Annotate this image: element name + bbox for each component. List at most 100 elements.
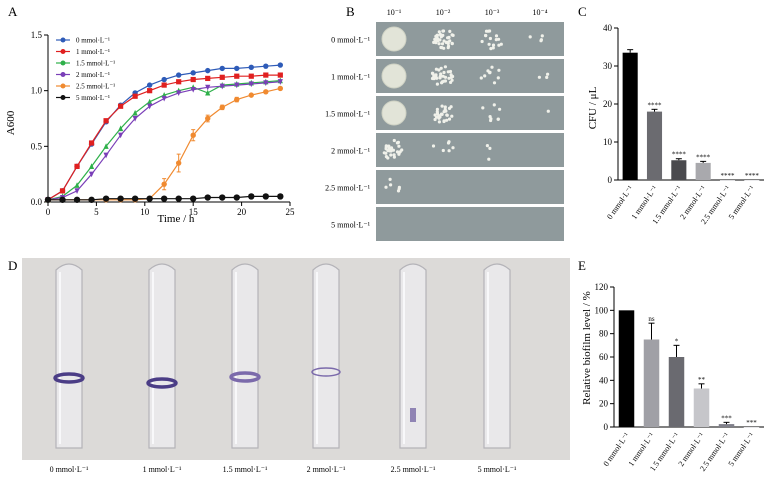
spot-colony <box>435 76 439 80</box>
biofilm-tube-photo: 0 mmol·L⁻¹ 1 mmol·L⁻¹ 1.5 mmol·L⁻¹ 2 mmol·L… <box>22 258 570 474</box>
chart-c-y-tick: 30 <box>603 61 613 71</box>
spot-colony <box>492 81 497 85</box>
chart-a-legend-label: 2.5 mmol·L⁻¹ <box>76 83 115 91</box>
spot-colony <box>546 72 550 76</box>
chart-a-point <box>175 160 182 166</box>
spot-colony <box>496 76 500 80</box>
spot-colony <box>438 32 442 37</box>
chart-e-y-tick: 120 <box>595 282 609 292</box>
chart-a-point <box>262 193 269 200</box>
chart-c-bar <box>622 52 638 181</box>
spot-colony <box>490 65 494 69</box>
chart-a-point <box>234 65 240 72</box>
spot-colony <box>494 38 498 42</box>
chart-c-y-tick: 0 <box>608 175 613 185</box>
spot-colony <box>498 107 502 111</box>
spot-colony <box>492 103 496 107</box>
chart-a-point <box>248 73 254 79</box>
spot-colony <box>481 106 485 110</box>
chart-a-legend-marker <box>60 60 66 66</box>
spot-colony <box>451 146 455 150</box>
spot-colony <box>435 110 439 114</box>
chart-a-point <box>147 98 153 105</box>
spot-colony <box>389 146 394 150</box>
spot-colony <box>397 151 401 155</box>
panel-label-d: D <box>8 258 17 273</box>
chart-a-x-tick: 15 <box>189 207 199 217</box>
spot-colony <box>433 113 437 117</box>
spot-colony <box>488 70 492 74</box>
spot-colony <box>540 34 544 38</box>
test-tube <box>399 263 427 449</box>
chart-a-y-tick: 0.5 <box>31 141 43 151</box>
spot-row-label: 1 mmol·L⁻¹ <box>331 73 370 82</box>
chart-a-ylabel: A600 <box>5 110 17 135</box>
chart-a-point <box>277 193 284 200</box>
spot-confluent-colony <box>381 26 407 52</box>
chart-c-bar <box>744 180 760 181</box>
spot-colony <box>437 68 441 72</box>
chart-a-y-tick: 0.0 <box>31 197 43 207</box>
biofilm-bar-chart: Relative biofilm level / % 0 20 40 60 80 100 1… <box>581 282 764 473</box>
spot-colony <box>485 144 489 148</box>
chart-a-point <box>73 196 81 203</box>
spot-colony <box>483 74 487 78</box>
chart-a-point <box>102 195 110 202</box>
chart-a-point <box>132 109 138 116</box>
chart-a-legend-marker <box>60 83 66 89</box>
spot-colony <box>438 38 442 42</box>
chart-a-point <box>205 115 211 122</box>
spot-colony <box>484 29 489 33</box>
chart-a-point <box>44 196 52 203</box>
chart-a-point <box>118 103 124 109</box>
chart-a-legend-label: 1.5 mmol·L⁻¹ <box>76 60 115 68</box>
growth-curve-chart: Time / h A600 0 5 10 15 20 25 0.0 0.5 1.0 1.5 0 mm… <box>5 30 295 225</box>
spot-colony <box>439 72 443 76</box>
spot-plate-strip <box>376 96 564 130</box>
chart-a-point <box>277 79 283 85</box>
chart-c-ylabel: CFU / μL <box>587 86 599 129</box>
chart-c-bar <box>671 160 687 180</box>
chart-e-ylabel: Relative biofilm level / % <box>581 291 593 405</box>
spot-colony <box>442 70 446 75</box>
chart-a-legend-label: 0 mmol·L⁻¹ <box>76 37 110 45</box>
spot-colony <box>442 110 446 114</box>
spot-colony <box>444 40 448 45</box>
spot-colony <box>449 105 453 109</box>
chart-a-point <box>103 118 109 124</box>
chart-a-point <box>263 72 269 78</box>
chart-a-point <box>59 196 66 203</box>
chart-c-bar <box>695 162 711 180</box>
chart-a-point <box>146 195 153 202</box>
spot-colony <box>528 35 532 39</box>
tube-label: 1.5 mmol·L⁻¹ <box>223 465 268 474</box>
chart-a-point <box>234 96 240 103</box>
chart-a-point <box>190 132 196 138</box>
spot-colony <box>448 29 452 33</box>
chart-a-x-tick: 0 <box>46 207 51 217</box>
spot-colony <box>497 68 501 72</box>
chart-a-point <box>190 195 197 202</box>
spot-colony <box>440 80 444 84</box>
spot-colony <box>539 38 544 42</box>
spot-colony <box>545 75 549 79</box>
spot-colony <box>446 70 450 74</box>
spot-colony <box>386 156 390 160</box>
spot-colony <box>488 36 492 41</box>
spot-plate-strip <box>376 22 564 56</box>
chart-a-point <box>233 194 240 201</box>
spot-colony <box>443 79 447 83</box>
spot-plate-strip <box>376 59 564 93</box>
spot-colony <box>488 115 492 119</box>
spot-colony <box>445 118 449 122</box>
chart-a-point <box>161 95 167 102</box>
spot-plate-strip <box>376 207 564 241</box>
spot-dilution-label: 10⁻¹ <box>387 8 402 17</box>
chart-a-point <box>88 140 95 146</box>
spot-colony <box>487 157 491 161</box>
spot-colony <box>437 120 441 124</box>
panel-label-e: E <box>578 258 586 273</box>
spot-colony <box>432 40 436 45</box>
